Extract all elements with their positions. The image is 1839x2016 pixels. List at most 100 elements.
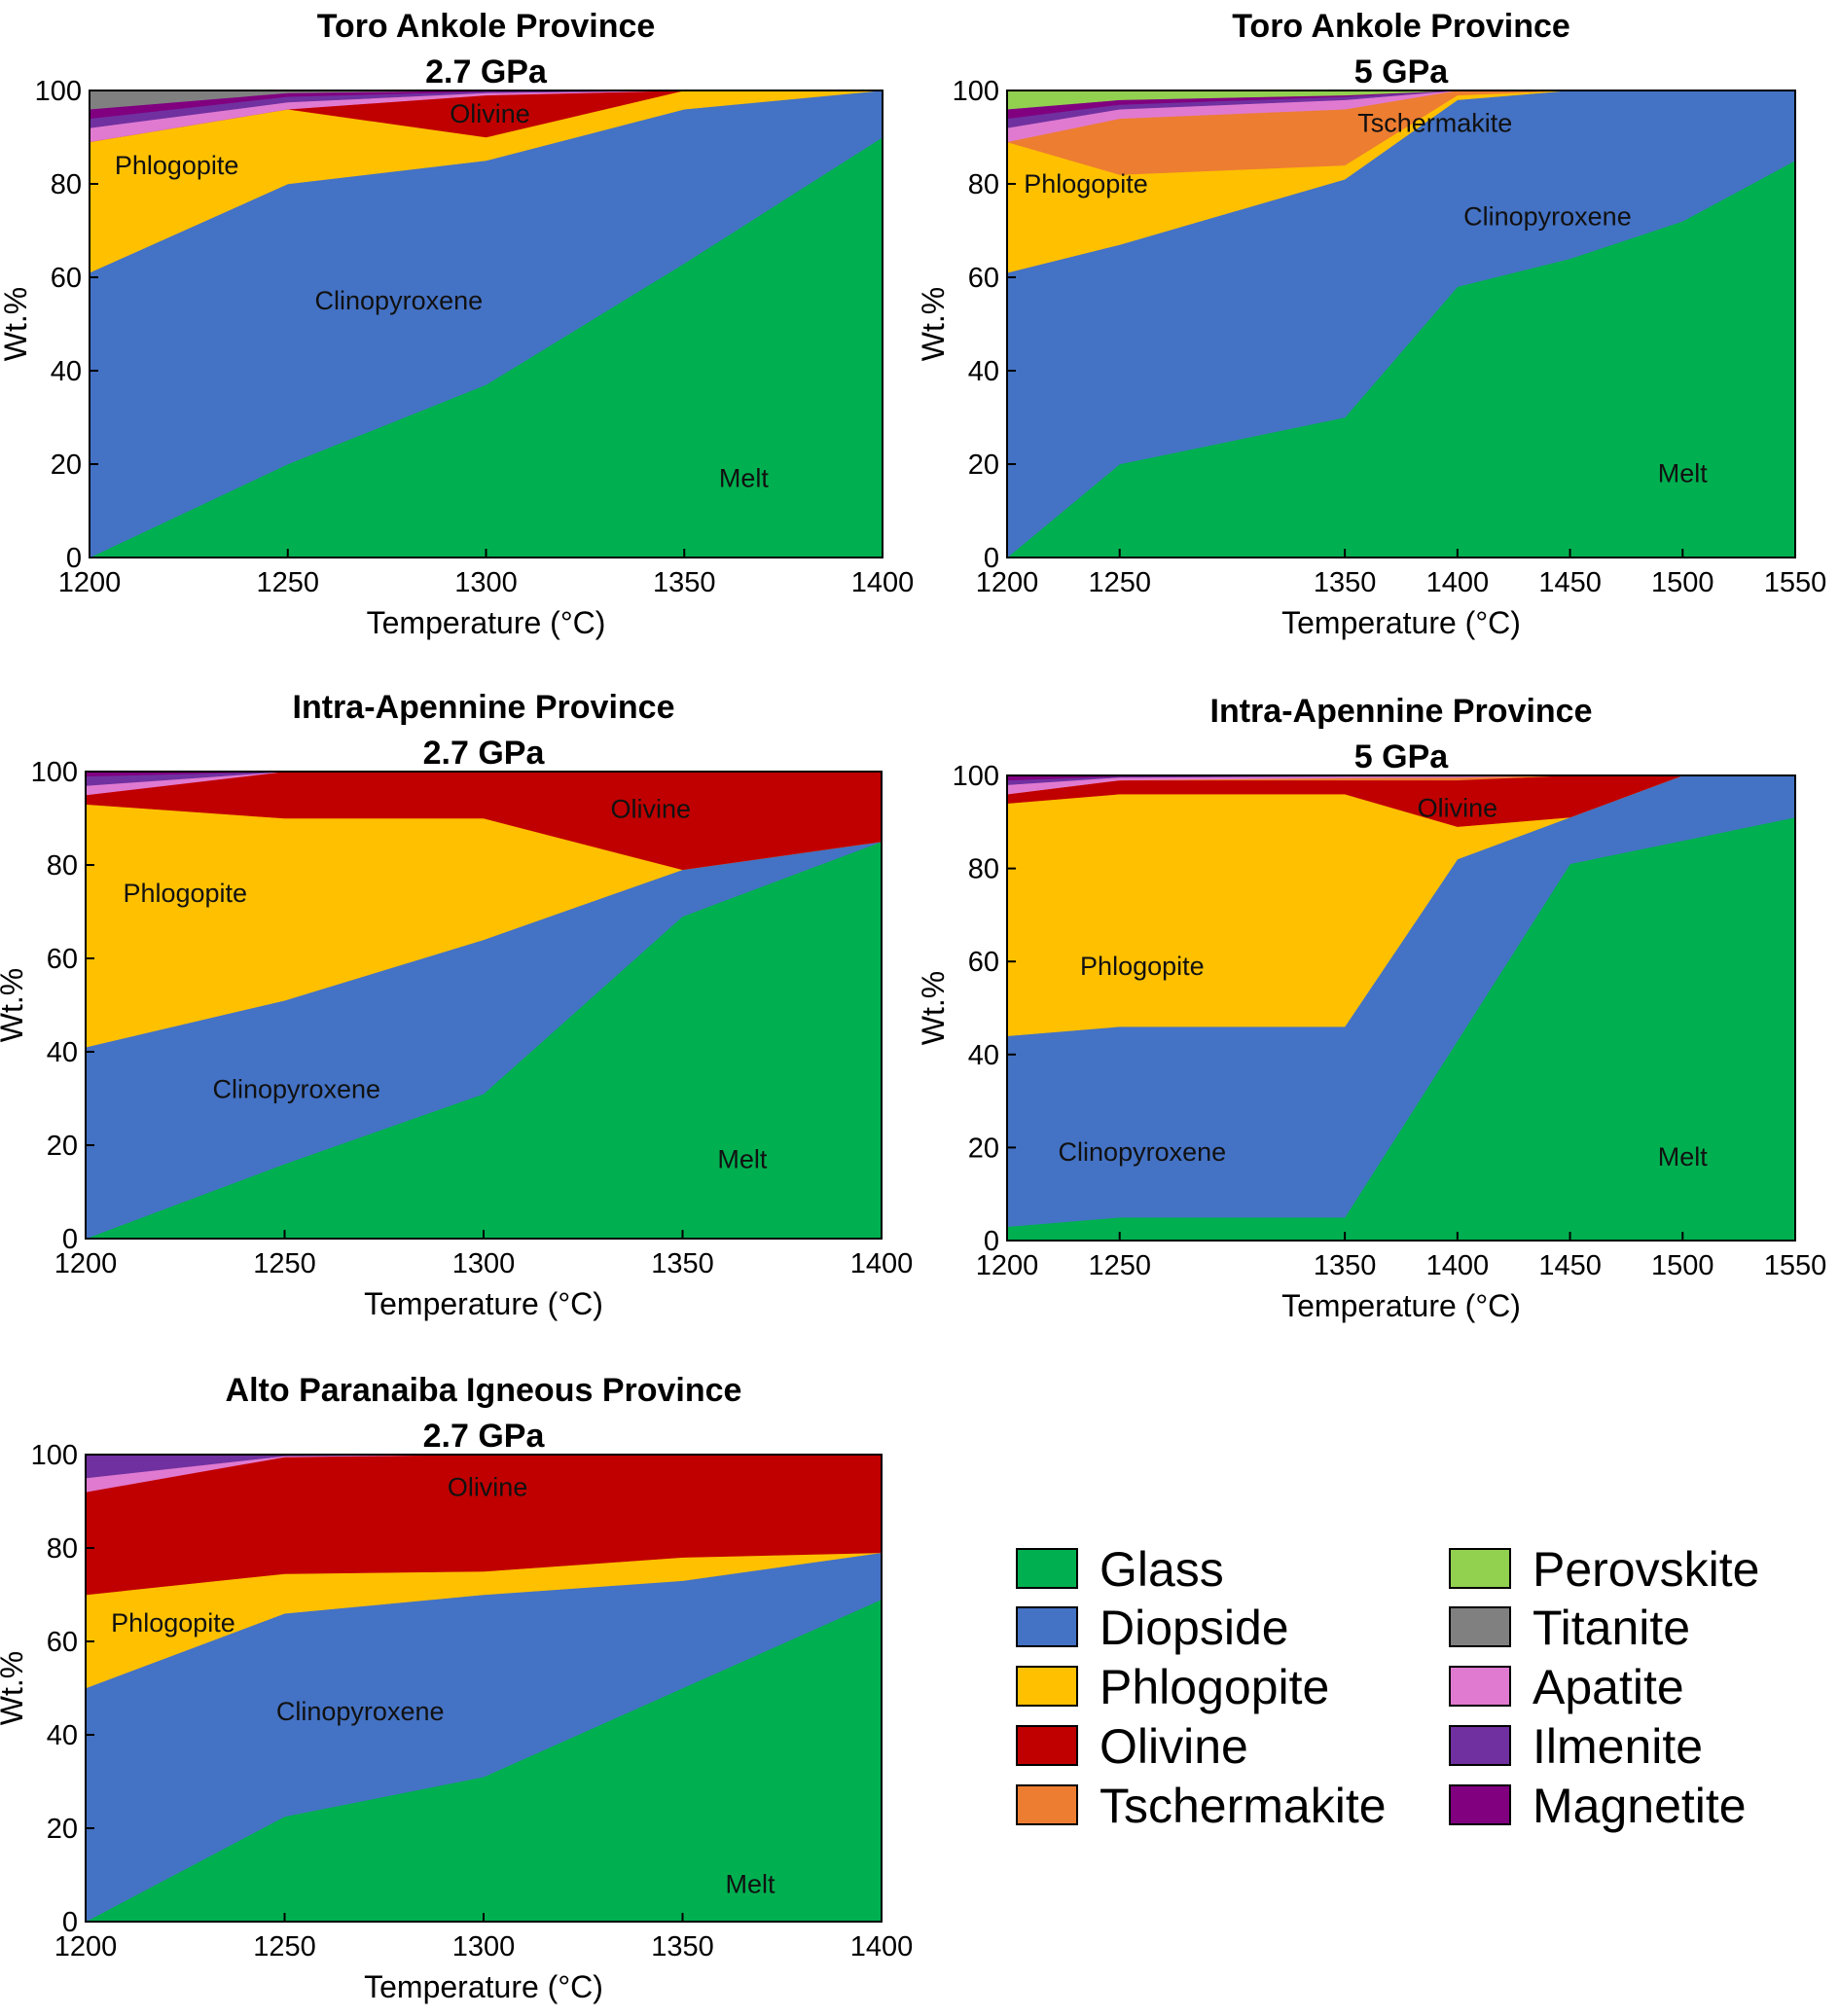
y-tick-label: 60 <box>47 1627 78 1658</box>
legend-label-olivine: Olivine <box>1100 1719 1248 1774</box>
x-tick-label: 1250 <box>1088 1250 1151 1281</box>
chart-title: Toro Ankole Province <box>317 8 656 45</box>
x-tick-label: 1450 <box>1538 567 1602 598</box>
legend-label-magnetite: Magnetite <box>1532 1779 1747 1833</box>
y-tick-label: 80 <box>968 169 999 200</box>
y-tick-label: 100 <box>953 761 999 792</box>
x-axis-label: Temperature (°C) <box>364 1286 603 1321</box>
y-tick-label: 80 <box>47 1533 78 1565</box>
y-axis-label: Wt.% <box>0 968 29 1042</box>
x-tick-label: 1200 <box>54 1931 118 1962</box>
y-tick-label: 0 <box>984 1226 999 1257</box>
x-axis-label: Temperature (°C) <box>364 1969 603 2004</box>
y-tick-label: 20 <box>47 1814 78 1845</box>
y-tick-label: 0 <box>62 1907 78 1938</box>
region-label-clinopyroxene: Clinopyroxene <box>315 286 484 315</box>
y-tick-label: 100 <box>31 757 78 788</box>
chart-title: Toro Ankole Province <box>1232 8 1570 45</box>
legend-swatch-titanite <box>1449 1606 1511 1647</box>
region-label-olivine: Olivine <box>450 99 530 128</box>
x-tick-label: 1350 <box>651 1248 714 1279</box>
legend-swatch-magnetite <box>1449 1784 1511 1825</box>
y-tick-label: 20 <box>47 1131 78 1162</box>
region-label-melt: Melt <box>719 463 770 492</box>
y-tick-label: 0 <box>66 543 82 574</box>
chart-subtitle: 5 GPa <box>1354 54 1449 90</box>
x-tick-label: 1300 <box>454 567 518 598</box>
x-tick-label: 1400 <box>850 1931 914 1962</box>
y-tick-label: 80 <box>51 169 82 200</box>
region-label-clinopyroxene: Clinopyroxene <box>276 1697 445 1726</box>
x-tick-label: 1400 <box>850 1248 914 1279</box>
legend-swatch-diopside <box>1016 1606 1078 1647</box>
region-label-olivine: Olivine <box>1418 793 1498 822</box>
x-tick-label: 1350 <box>651 1931 714 1962</box>
y-tick-label: 0 <box>62 1224 78 1255</box>
region-label-clinopyroxene: Clinopyroxene <box>1463 202 1632 232</box>
x-tick-label: 1350 <box>1314 567 1377 598</box>
x-tick-label: 1400 <box>1426 1250 1490 1281</box>
chart-panel-1: Toro Ankole Province 2.7 GPa 0 20 40 60 80 100 1… <box>0 8 914 640</box>
plot-frame <box>1006 774 1796 1242</box>
legend-label-tschermakite: Tschermakite <box>1100 1779 1387 1833</box>
legend-swatch-glass <box>1016 1548 1078 1589</box>
region-label-phlogopite: Phlogopite <box>111 1608 235 1638</box>
region-label-phlogopite: Phlogopite <box>115 151 239 180</box>
y-tick-label: 20 <box>968 450 999 481</box>
y-axis-label: Wt.% <box>0 287 33 361</box>
x-axis-label: Temperature (°C) <box>1281 1288 1521 1323</box>
x-tick-label: 1250 <box>1088 567 1151 598</box>
legend-label-perovskite: Perovskite <box>1532 1542 1759 1597</box>
chart-panel-4: Intra-Apennine Province 5 GPa 0 20 40 60 80 100… <box>916 693 1826 1323</box>
region-label-phlogopite: Phlogopite <box>1080 952 1205 981</box>
legend-label-phlogopite: Phlogopite <box>1100 1660 1329 1714</box>
x-tick-label: 1250 <box>253 1931 316 1962</box>
chart-title: Alto Paranaiba Igneous Province <box>226 1372 742 1409</box>
legend-label-diopside: Diopside <box>1100 1601 1289 1655</box>
chart-subtitle: 2.7 GPa <box>425 54 548 90</box>
x-tick-label: 1250 <box>256 567 319 598</box>
y-tick-label: 40 <box>47 1720 78 1751</box>
y-tick-label: 20 <box>968 1133 999 1164</box>
y-tick-label: 60 <box>968 947 999 978</box>
x-tick-label: 1500 <box>1651 1250 1714 1281</box>
region-label-olivine: Olivine <box>448 1473 528 1502</box>
chart-subtitle: 2.7 GPa <box>423 1418 546 1455</box>
x-tick-label: 1200 <box>976 1250 1039 1281</box>
x-tick-label: 1400 <box>1426 567 1490 598</box>
region-label-clinopyroxene: Clinopyroxene <box>1059 1137 1227 1167</box>
y-tick-label: 40 <box>47 1037 78 1068</box>
x-axis-label: Temperature (°C) <box>367 605 606 640</box>
x-tick-label: 1250 <box>253 1248 316 1279</box>
legend-swatch-phlogopite <box>1016 1666 1078 1707</box>
y-tick-label: 60 <box>47 944 78 975</box>
y-axis-label: Wt.% <box>0 1651 29 1725</box>
x-tick-label: 1200 <box>54 1248 118 1279</box>
x-tick-label: 1500 <box>1651 567 1714 598</box>
y-axis-label: Wt.% <box>916 287 951 361</box>
x-tick-label: 1350 <box>1314 1250 1377 1281</box>
region-label-melt: Melt <box>726 1870 776 1899</box>
x-tick-label: 1400 <box>851 567 915 598</box>
chart-panel-5: Alto Paranaiba Igneous Province 2.7 GPa 0 2… <box>0 1372 913 2004</box>
x-tick-label: 1200 <box>976 567 1039 598</box>
legend-label-glass: Glass <box>1100 1542 1224 1597</box>
region-label-clinopyroxene: Clinopyroxene <box>212 1074 380 1103</box>
region-label-phlogopite: Phlogopite <box>123 879 247 908</box>
y-tick-label: 40 <box>968 1040 999 1071</box>
x-tick-label: 1450 <box>1538 1250 1602 1281</box>
legend-swatch-perovskite <box>1449 1548 1511 1589</box>
region-label-tschermakite: Tschermakite <box>1357 109 1512 138</box>
legend-swatch-apatite <box>1449 1666 1511 1707</box>
legend-label-ilmenite: Ilmenite <box>1532 1719 1703 1774</box>
x-tick-label: 1350 <box>653 567 716 598</box>
x-axis-label: Temperature (°C) <box>1281 605 1521 640</box>
chart-panel-3: Intra-Apennine Province 2.7 GPa 0 20 40 60 80 1… <box>0 689 913 1321</box>
region-label-melt: Melt <box>717 1144 768 1173</box>
plot-frame <box>1006 90 1796 558</box>
chart-subtitle: 5 GPa <box>1354 738 1449 775</box>
legend-label-titanite: Titanite <box>1532 1601 1690 1655</box>
y-tick-label: 0 <box>984 543 999 574</box>
x-tick-label: 1550 <box>1764 1250 1827 1281</box>
